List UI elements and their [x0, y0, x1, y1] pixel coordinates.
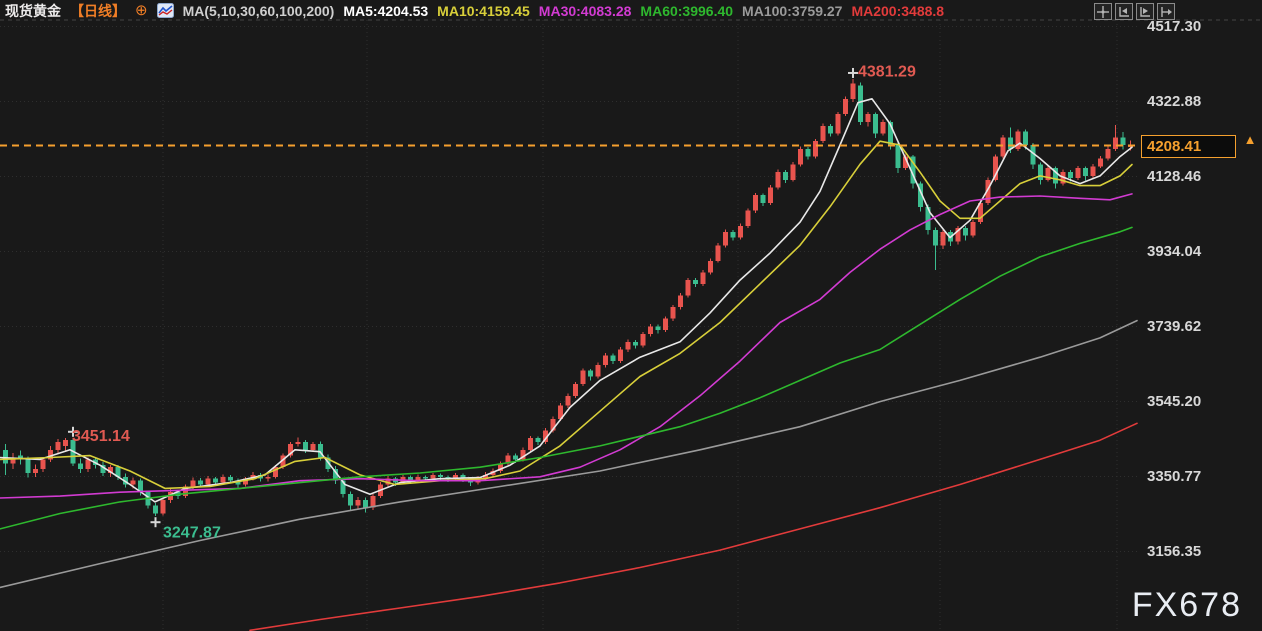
y-axis-label: 3350.77: [1147, 467, 1202, 485]
current-price-tag: 4208.41: [1141, 134, 1236, 158]
ma10-value: MA10:4159.45: [437, 2, 530, 19]
crosshair-button[interactable]: [1094, 3, 1112, 20]
ma30-value: MA30:4083.28: [538, 2, 632, 19]
y-axis-label: 3156.35: [1147, 542, 1202, 560]
ma5-value: MA5:4204.53: [343, 2, 429, 19]
y-axis-label: 4128.46: [1147, 167, 1202, 185]
y-axis-label: 3545.20: [1147, 392, 1202, 410]
zoom-x-right-button[interactable]: [1136, 3, 1154, 20]
svg-text:3451.14: 3451.14: [72, 428, 130, 445]
fx678-watermark: FX678: [1131, 586, 1242, 624]
y-axis-label: 4322.88: [1147, 92, 1202, 110]
y-axis-label: 3739.62: [1147, 317, 1202, 335]
y-axis-label: 4517.30: [1147, 17, 1202, 35]
svg-text:3247.87: 3247.87: [163, 524, 221, 541]
jump-to-latest-button[interactable]: [1157, 3, 1175, 20]
ma60-value: MA60:3996.40: [640, 2, 734, 19]
price-up-arrow-icon: ▲: [1243, 131, 1257, 147]
ma-settings-label[interactable]: MA(5,10,30,60,100,200): [182, 2, 335, 19]
timeframe-label[interactable]: 【日线】: [70, 2, 126, 19]
y-axis-label: 3934.04: [1147, 242, 1202, 260]
indicator-chart-icon[interactable]: [156, 3, 174, 18]
chart-header: 现货黄金 【日线】 ⊕ MA(5,10,30,60,100,200) MA5:4…: [5, 1, 944, 20]
target-circle-icon[interactable]: ⊕: [135, 1, 148, 19]
ma100-value: MA100:3759.27: [742, 2, 843, 19]
svg-text:4381.29: 4381.29: [858, 63, 916, 80]
zoom-x-left-button[interactable]: [1115, 3, 1133, 20]
chart-toolbar: [1094, 3, 1175, 20]
symbol-title: 现货黄金: [5, 2, 61, 19]
ma200-value: MA200:3488.8: [851, 2, 945, 19]
